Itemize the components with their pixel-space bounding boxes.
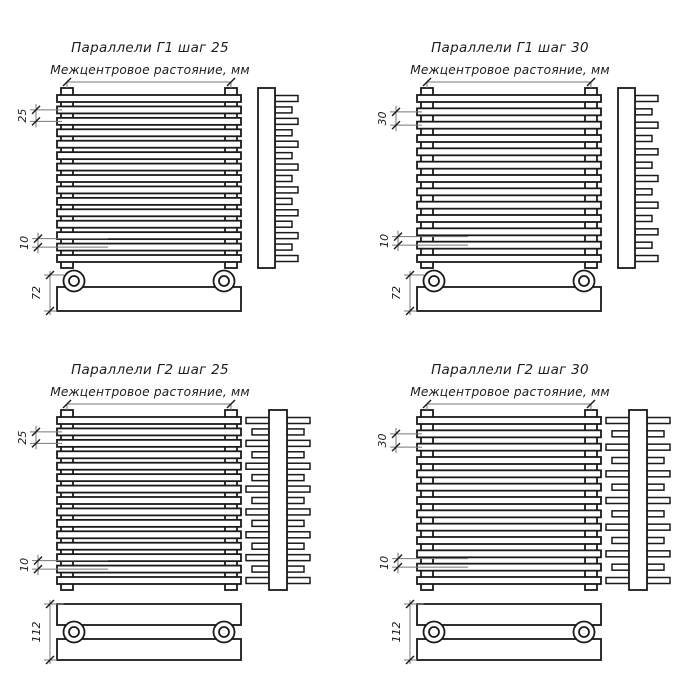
diagram-title: Параллели Г1 шаг 30 — [431, 40, 589, 56]
depth-dim-label: 112 — [30, 622, 43, 643]
dim-depth: 112 — [390, 599, 424, 665]
dim-depth: 72 — [390, 270, 424, 316]
diagram-subtitle: Межцентровое растояние, мм — [50, 385, 250, 399]
dim-center-distance — [422, 77, 596, 88]
depth-dim-label: 72 — [390, 286, 403, 300]
front-view — [56, 87, 242, 269]
diagram-title: Параллели Г2 шаг 25 — [71, 362, 229, 378]
dim-gap: 10 — [378, 552, 468, 574]
dim-center-distance — [422, 399, 596, 410]
dim-pitch: 30 — [376, 105, 422, 132]
drawing-g2-sh25: 25 10 112 — [16, 399, 311, 665]
side-view — [617, 87, 659, 269]
dim-center-distance — [62, 77, 236, 88]
side-view — [245, 409, 311, 591]
dim-gap: 10 — [378, 230, 468, 252]
gap-dim-label: 10 — [378, 556, 391, 570]
diagram-panel-g1-sh25: 25 10 72 Параллели Г1 шаг 25 Межцентровое … — [8, 30, 348, 365]
gap-dim-label: 10 — [378, 234, 391, 248]
dim-depth: 112 — [30, 599, 64, 665]
pitch-dim-label: 25 — [16, 431, 29, 445]
diagram-title: Параллели Г1 шаг 25 — [71, 40, 229, 56]
gap-dim-label: 10 — [18, 236, 31, 250]
diagram-subtitle: Межцентровое растояние, мм — [50, 63, 250, 77]
bottom-view — [416, 269, 602, 312]
dim-gap: 10 — [18, 554, 108, 576]
dim-pitch: 30 — [376, 427, 422, 454]
diagram-panel-g2-sh25: 25 10 112 Параллели Г2 шаг 25 Межцентровое… — [8, 352, 348, 687]
diagram-title: Параллели Г2 шаг 30 — [431, 362, 589, 378]
depth-dim-label: 72 — [30, 286, 43, 300]
pitch-dim-label: 30 — [376, 112, 389, 126]
drawing-g1-sh30: 30 10 72 — [376, 77, 659, 316]
front-view — [416, 409, 602, 591]
bottom-view — [56, 269, 242, 312]
diagram-panel-g2-sh30: 30 10 112 Параллели Г2 шаг 30 Межцентровое… — [368, 352, 700, 687]
pitch-dim-label: 25 — [16, 109, 29, 123]
diagram-subtitle: Межцентровое растояние, мм — [410, 385, 610, 399]
pitch-dim-label: 30 — [376, 434, 389, 448]
dim-center-distance — [62, 399, 236, 410]
front-view — [56, 409, 242, 591]
bottom-view — [56, 603, 242, 661]
front-view — [416, 87, 602, 269]
dim-depth: 72 — [30, 270, 64, 316]
dim-pitch: 25 — [16, 425, 62, 450]
dim-pitch: 25 — [16, 103, 62, 128]
bottom-view — [416, 603, 602, 661]
depth-dim-label: 112 — [390, 622, 403, 643]
side-view — [605, 409, 671, 591]
diagram-panel-g1-sh30: 30 10 72 Параллели Г1 шаг 30 Межцентровое … — [368, 30, 700, 365]
gap-dim-label: 10 — [18, 558, 31, 572]
diagram-subtitle: Межцентровое растояние, мм — [410, 63, 610, 77]
drawing-g2-sh30: 30 10 112 — [376, 399, 671, 665]
dim-gap: 10 — [18, 232, 108, 254]
side-view — [257, 87, 299, 269]
drawing-g1-sh25: 25 10 72 — [16, 77, 299, 316]
